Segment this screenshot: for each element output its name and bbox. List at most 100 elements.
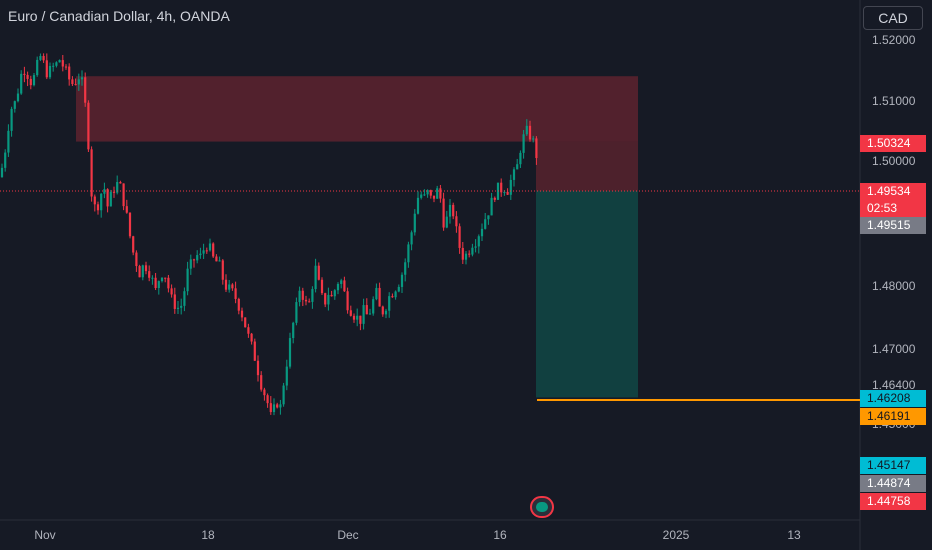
candle xyxy=(288,332,292,369)
price-label: 1.44874 xyxy=(860,475,926,492)
candle xyxy=(512,167,516,187)
candle xyxy=(532,135,535,143)
price-lines xyxy=(0,190,860,401)
y-tick-label: 1.50000 xyxy=(872,154,916,168)
candle xyxy=(391,293,394,298)
take-profit-zone[interactable] xyxy=(536,190,638,398)
candle xyxy=(247,323,250,338)
candle xyxy=(340,278,343,289)
candle xyxy=(416,191,420,215)
candle xyxy=(471,243,474,257)
candle xyxy=(26,71,29,87)
candle xyxy=(224,274,228,292)
candle xyxy=(516,158,519,170)
candle xyxy=(426,189,429,198)
candles xyxy=(0,53,538,416)
candle xyxy=(119,180,122,184)
tradingview-logo-icon[interactable] xyxy=(530,496,554,518)
candle xyxy=(135,250,138,272)
x-tick-label: 13 xyxy=(787,528,801,542)
y-tick-label: 1.46400 xyxy=(872,378,916,392)
candle xyxy=(384,308,388,319)
price-label: 1.45147 xyxy=(860,457,926,474)
price-label: 1.46208 xyxy=(860,390,926,407)
candle xyxy=(461,242,464,264)
candle xyxy=(266,393,269,408)
candle xyxy=(90,146,93,202)
candle xyxy=(141,264,144,281)
candle xyxy=(164,277,167,283)
candle xyxy=(468,250,471,258)
candle xyxy=(506,188,509,196)
candle xyxy=(80,70,84,86)
candle xyxy=(445,210,448,229)
price-label: 1.44758 xyxy=(860,493,926,510)
candle xyxy=(327,287,330,311)
candle xyxy=(84,72,87,107)
candle xyxy=(154,272,157,291)
candle xyxy=(458,223,461,254)
x-tick-label: 2025 xyxy=(662,528,690,542)
candle xyxy=(522,129,525,159)
candle xyxy=(272,398,276,416)
trade-zones[interactable] xyxy=(76,76,638,398)
candle xyxy=(183,287,186,312)
resistance-zone[interactable] xyxy=(76,76,638,142)
candle xyxy=(20,70,23,95)
currency-button[interactable]: CAD xyxy=(863,6,923,30)
candle xyxy=(528,120,532,142)
candle xyxy=(0,163,4,178)
candle xyxy=(480,223,484,241)
candle xyxy=(151,275,154,285)
candle xyxy=(324,292,327,308)
candle xyxy=(186,261,189,296)
candle xyxy=(436,185,439,199)
candle xyxy=(477,234,480,254)
candle xyxy=(349,305,352,317)
candle xyxy=(237,297,240,315)
price-label-value: 1.44874 xyxy=(867,476,911,490)
x-tick-label: 16 xyxy=(493,528,507,542)
candle xyxy=(205,247,208,254)
candle xyxy=(68,63,71,86)
price-label: 1.49534 02:53 xyxy=(860,183,926,217)
candle xyxy=(455,211,458,233)
candle xyxy=(439,184,442,203)
chart-title: Euro / Canadian Dollar, 4h, OANDA xyxy=(8,8,230,24)
candle xyxy=(208,238,212,252)
candle xyxy=(71,76,74,87)
x-tick-label: Nov xyxy=(34,528,56,542)
candle xyxy=(269,396,272,415)
candle xyxy=(4,149,7,172)
y-tick-label: 1.47000 xyxy=(872,342,916,356)
candle xyxy=(256,355,260,382)
candle xyxy=(519,150,522,168)
candle xyxy=(365,298,368,315)
candle xyxy=(330,290,333,297)
candle xyxy=(167,274,170,293)
candle xyxy=(487,215,490,225)
candle xyxy=(372,296,375,316)
candle xyxy=(263,387,266,401)
candle xyxy=(199,247,202,259)
candle xyxy=(276,402,279,409)
candle xyxy=(423,189,426,197)
candle xyxy=(381,305,384,317)
candle xyxy=(368,308,372,315)
stop-loss-zone[interactable] xyxy=(536,141,638,191)
candle xyxy=(362,298,365,330)
candle xyxy=(308,298,311,303)
candle xyxy=(215,254,218,262)
candle xyxy=(122,183,125,211)
candle xyxy=(7,124,10,157)
candle xyxy=(253,338,256,361)
candle xyxy=(189,254,192,275)
candle xyxy=(452,202,455,220)
candle xyxy=(240,307,244,322)
candle xyxy=(61,55,64,72)
candle xyxy=(112,186,116,198)
price-label-value: 1.45147 xyxy=(867,458,911,472)
candle xyxy=(148,265,151,282)
price-label-value: 1.46191 xyxy=(867,409,911,423)
